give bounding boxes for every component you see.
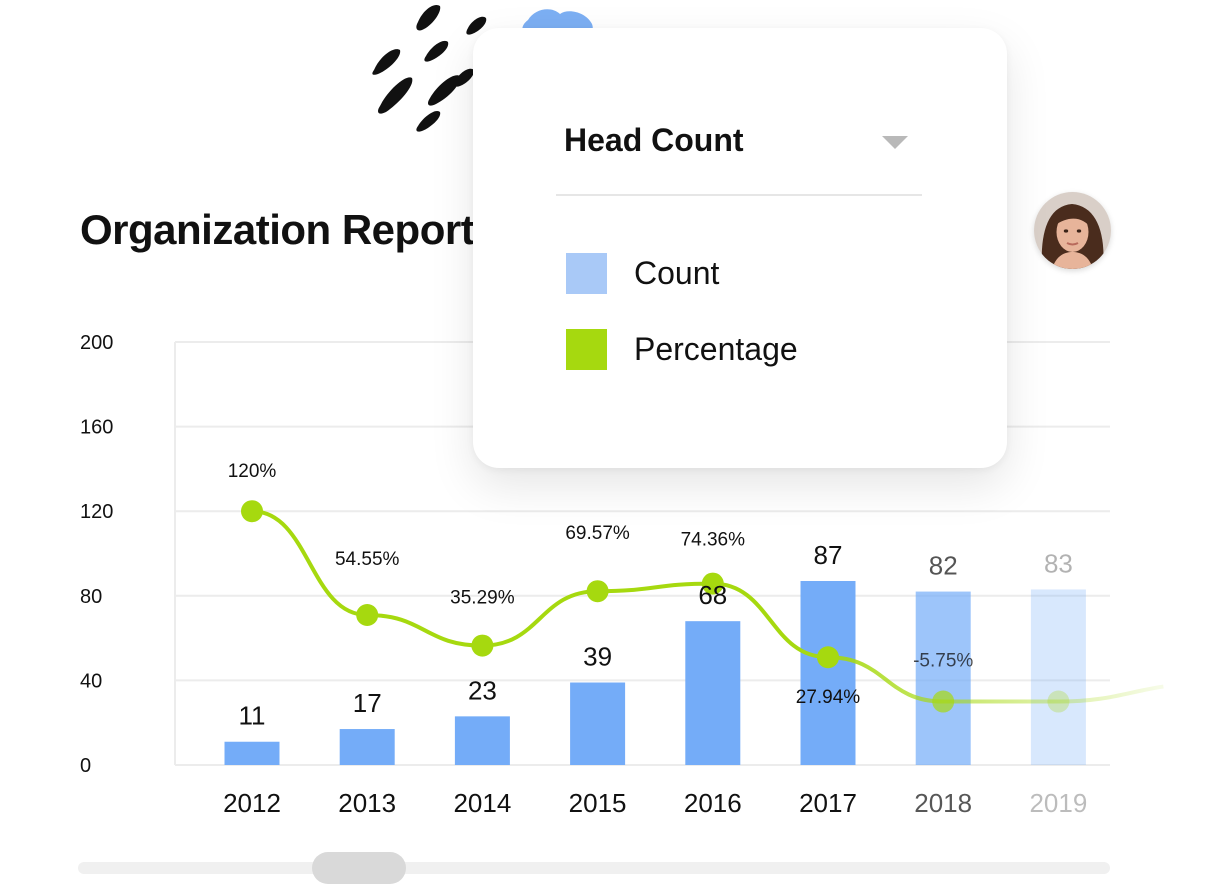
percentage-point-2018[interactable] [932, 690, 955, 713]
chart-scrollbar-track[interactable] [78, 862, 1110, 874]
bar-value-label: 82 [929, 551, 958, 581]
x-tick-label: 2018 [914, 788, 972, 818]
x-tick-label: 2015 [569, 788, 627, 818]
legend-swatch-percentage [566, 329, 607, 370]
y-tick-label: 0 [80, 755, 91, 777]
percentage-point-2015[interactable] [586, 580, 609, 603]
avatar-portrait-icon [1034, 192, 1111, 269]
user-avatar[interactable] [1034, 192, 1111, 269]
bar-value-label: 17 [353, 688, 382, 718]
percentage-label: -5.75% [913, 651, 973, 672]
bar-2016[interactable] [685, 621, 741, 765]
percentage-label: 69.57% [565, 523, 630, 544]
y-tick-label: 120 [80, 501, 113, 523]
x-tick-label: 2017 [799, 788, 857, 818]
chart-options-card: Head Count Count Percentage [473, 28, 1007, 468]
y-tick-label: 160 [80, 417, 113, 439]
bar-2019[interactable] [1030, 589, 1086, 765]
percentage-series-line [251, 509, 1164, 704]
caret-down-icon[interactable] [882, 136, 908, 149]
page-title: Organization Report [80, 206, 475, 253]
percentage-label: 74.36% [681, 530, 746, 551]
percentage-point-2016[interactable] [701, 572, 724, 595]
x-tick-label: 2014 [453, 788, 511, 818]
x-axis: 2012 2013 2014 2015 2016 2017 2018 2019 [223, 788, 1087, 818]
bar-2013[interactable] [339, 729, 395, 765]
percentage-label: 35.29% [450, 588, 515, 609]
bar-value-label: 68 [698, 580, 727, 610]
y-axis: 0 40 80 120 160 200 [80, 332, 113, 777]
percentage-point-2012[interactable] [241, 500, 263, 523]
percentage-point-2013[interactable] [356, 604, 379, 627]
legend-swatch-count [566, 253, 607, 294]
bar-value-label: 23 [468, 675, 497, 705]
x-tick-label: 2016 [684, 788, 742, 818]
chart-scrollbar-thumb[interactable] [312, 852, 406, 884]
percentage-point-2014[interactable] [471, 634, 494, 657]
percentage-point-2017[interactable] [817, 646, 839, 669]
x-tick-label: 2012 [223, 788, 281, 818]
y-tick-label: 80 [80, 586, 102, 608]
percentage-label: 27.94% [796, 687, 861, 708]
y-tick-label: 40 [80, 670, 102, 692]
bar-value-label: 39 [583, 642, 612, 672]
percentage-line [241, 500, 1164, 713]
percentage-label: 54.55% [335, 549, 400, 570]
y-tick-label: 200 [80, 332, 113, 354]
x-tick-label: 2019 [1029, 788, 1087, 818]
metric-dropdown-value: Head Count [564, 122, 744, 158]
bar-value-label: 87 [814, 540, 843, 570]
bar-value-label: 83 [1044, 548, 1073, 578]
bars [224, 580, 1086, 765]
bar-2014[interactable] [454, 716, 510, 765]
bar-2017[interactable] [800, 580, 856, 765]
bar-2012[interactable] [224, 741, 280, 765]
percentage-point-2019[interactable] [1047, 690, 1070, 713]
x-tick-label: 2013 [338, 788, 396, 818]
percentage-label: 120% [228, 461, 277, 482]
bar-value-label: 11 [239, 701, 266, 731]
bar-2018[interactable] [915, 591, 971, 765]
data-labels: 11 17 23 39 68 87 82 83 120% 54.55% 35.29% 69.57% 74… [228, 461, 1073, 731]
bar-2015[interactable] [570, 682, 626, 765]
legend-label-percentage: Percentage [634, 331, 798, 367]
metric-dropdown[interactable]: Head Count [556, 118, 922, 196]
legend-label-count: Count [634, 255, 720, 291]
